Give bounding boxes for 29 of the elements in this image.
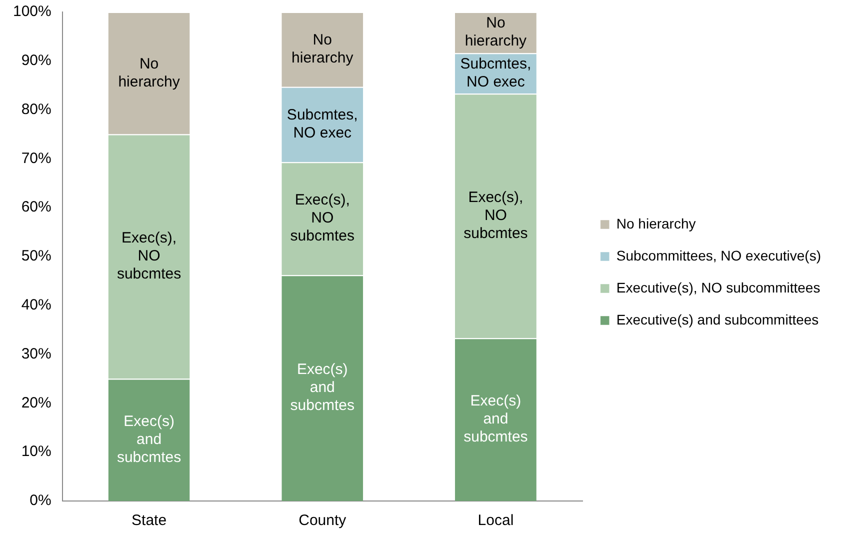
legend-label: No hierarchy xyxy=(616,215,696,232)
y-tick-label: 90% xyxy=(21,52,52,70)
data-label: Subcmtes, NO exec xyxy=(460,56,532,91)
data-label: Exec(s), NO subcmtes xyxy=(290,192,354,245)
y-tick-label: 60% xyxy=(21,198,52,216)
x-tick-label: State xyxy=(132,512,167,530)
data-label: Subcmtes, NO exec xyxy=(286,106,358,142)
legend-label: Executive(s), NO subcommittees xyxy=(616,279,820,296)
data-label: No hierarchy xyxy=(464,14,528,50)
data-label: No hierarchy xyxy=(118,55,180,90)
y-tick-label: 80% xyxy=(21,100,52,118)
y-tick-label: 40% xyxy=(21,296,52,314)
y-tick-label: 100% xyxy=(12,3,52,20)
legend-label: Executive(s) and subcommittees xyxy=(616,311,819,328)
y-tick-label: 70% xyxy=(21,150,52,167)
x-tick-label: Local xyxy=(478,512,514,530)
y-tick-label: 50% xyxy=(21,248,52,265)
x-tick-label: County xyxy=(298,512,347,530)
data-label: Exec(s) and subcmtes xyxy=(464,392,528,446)
data-label: No hierarchy xyxy=(292,32,354,67)
data-label: Exec(s), NO subcmtes xyxy=(116,230,182,283)
y-tick-label: 10% xyxy=(21,443,52,460)
legend-label: Subcommittees, NO executive(s) xyxy=(616,247,822,264)
y-tick-label: 30% xyxy=(21,345,52,362)
y-tick-label: 0% xyxy=(30,492,52,510)
data-label: Exec(s) and subcmtes xyxy=(116,413,182,466)
data-label: Exec(s), NO subcmtes xyxy=(464,189,528,242)
y-tick-label: 20% xyxy=(21,394,52,412)
data-label: Exec(s) and subcmtes xyxy=(290,361,354,414)
